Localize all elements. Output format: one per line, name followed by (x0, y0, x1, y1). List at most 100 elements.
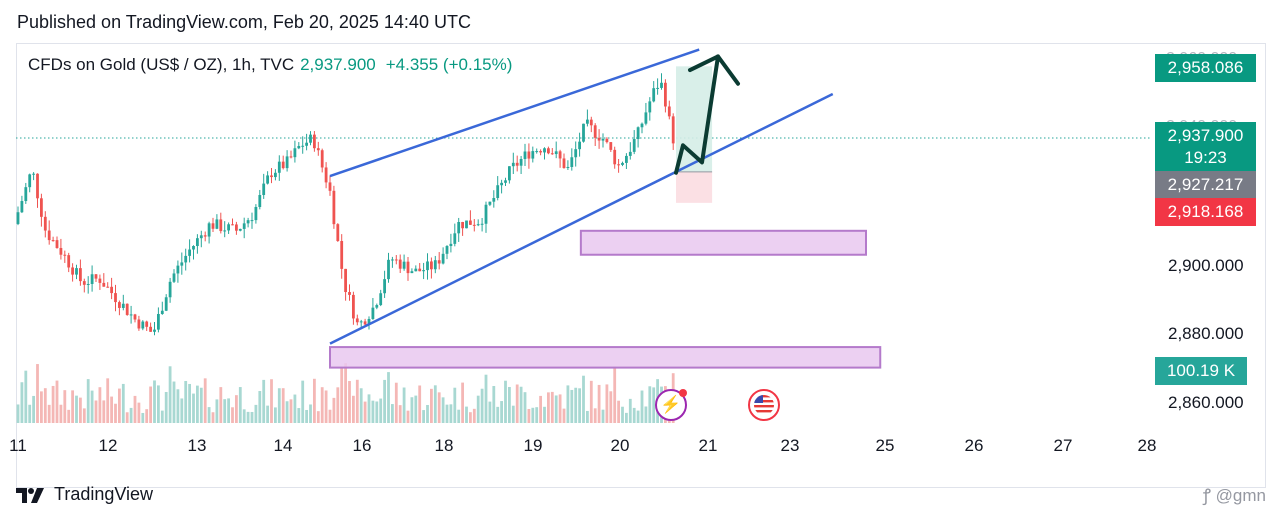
candle-body (145, 321, 149, 327)
author-handle: @gmn (1215, 486, 1266, 505)
candle-body (266, 175, 269, 184)
volume-bar (574, 387, 578, 423)
volume-bar (418, 385, 422, 423)
volume-bar (597, 384, 601, 423)
candle-body (219, 219, 223, 232)
volume-bar (160, 410, 164, 423)
drawings (329, 48, 882, 369)
volume-bar (496, 406, 500, 423)
volume-bar (153, 380, 156, 423)
candle-body (277, 161, 281, 173)
candle-body (281, 161, 285, 169)
candle-body (621, 162, 624, 165)
candle-body (94, 274, 98, 279)
candle-body (164, 297, 168, 311)
candle-body (465, 220, 468, 229)
volume-bar (110, 396, 113, 423)
candle-body (543, 148, 546, 153)
volume-bar (543, 406, 546, 423)
candle-body (332, 190, 336, 225)
candle-body (488, 201, 492, 205)
volume-bar (223, 399, 227, 423)
support-zone (329, 346, 882, 369)
candle-body (67, 255, 71, 268)
candle-body (605, 138, 609, 143)
tradingview-logo[interactable]: TradingView (16, 484, 153, 505)
candle-body (667, 106, 671, 117)
earnings-event-marker[interactable]: ⚡ (655, 389, 687, 421)
volume-bar (636, 410, 640, 423)
volume-bar (426, 404, 429, 423)
candle-body (383, 279, 386, 294)
lightning-icon: ⚡ (660, 395, 682, 414)
candle-body (660, 82, 663, 88)
candle-body (16, 212, 20, 224)
volume-bar (192, 393, 195, 423)
volume-bar (652, 387, 656, 423)
volume-bar (406, 410, 410, 423)
volume-bar (352, 395, 355, 423)
candle-body (55, 240, 59, 248)
volume-bar (121, 383, 125, 423)
volume-bar (219, 387, 223, 423)
volume-bar (118, 388, 121, 423)
channel-lower-line (329, 92, 834, 345)
candle-body (593, 125, 597, 138)
candle-body (671, 116, 675, 144)
volume-bar (94, 400, 98, 423)
candle-body (188, 249, 191, 256)
published-info: Published on TradingView.com, Feb 20, 20… (17, 12, 471, 32)
candle-body (102, 282, 106, 287)
candle-body (422, 270, 425, 272)
candle-body (192, 246, 195, 250)
volume-bar (71, 390, 74, 423)
volume-bar (589, 380, 593, 423)
candle-body (137, 319, 141, 329)
volume-bar (114, 403, 117, 423)
volume-bar (43, 388, 47, 423)
candle-body (180, 262, 184, 266)
candle-body (648, 101, 652, 113)
bar-countdown: 19:23 (1184, 148, 1227, 167)
candle-body (309, 134, 312, 143)
volume-bar (391, 404, 394, 423)
volume-bar (36, 364, 39, 423)
volume-bar (176, 389, 180, 423)
candle-body (402, 261, 406, 269)
author-watermark: ꝭ @gmn (1203, 483, 1266, 506)
volume-bar (632, 407, 636, 423)
candle-body (640, 123, 644, 128)
candle-body (215, 219, 219, 229)
legend-symbol[interactable]: CFDs on Gold (US$ / OZ), 1h, TVC (28, 55, 295, 74)
volume-bar (297, 408, 301, 423)
volume-bar (531, 407, 535, 423)
candle-body (570, 157, 574, 167)
candle-body (504, 180, 507, 183)
volume-bar (523, 392, 527, 423)
volume-bar (402, 387, 406, 423)
volume-bar (164, 391, 168, 423)
candle-body (258, 195, 262, 207)
volume-bar (371, 400, 375, 423)
candle-body (316, 148, 320, 151)
candle-body (527, 151, 531, 159)
volume-bar (336, 387, 340, 423)
candle-body (582, 123, 585, 142)
candle-body (121, 303, 125, 308)
economic-event-marker[interactable] (748, 389, 780, 421)
candle-body (110, 286, 113, 294)
x-tick-11: 11 (9, 436, 27, 455)
candle-body (410, 271, 414, 274)
volume-bar (270, 379, 273, 423)
volume-bar (47, 404, 51, 423)
candle-body (133, 314, 137, 320)
volume-bar (106, 378, 110, 423)
candle-body (231, 224, 234, 226)
volume-bar (180, 398, 184, 423)
y-tick-2860: 2,860.000 (1168, 393, 1244, 412)
volume-bar (231, 407, 234, 423)
candle-body (211, 223, 215, 229)
candle-body (320, 150, 324, 168)
x-tick-20: 20 (610, 436, 630, 455)
